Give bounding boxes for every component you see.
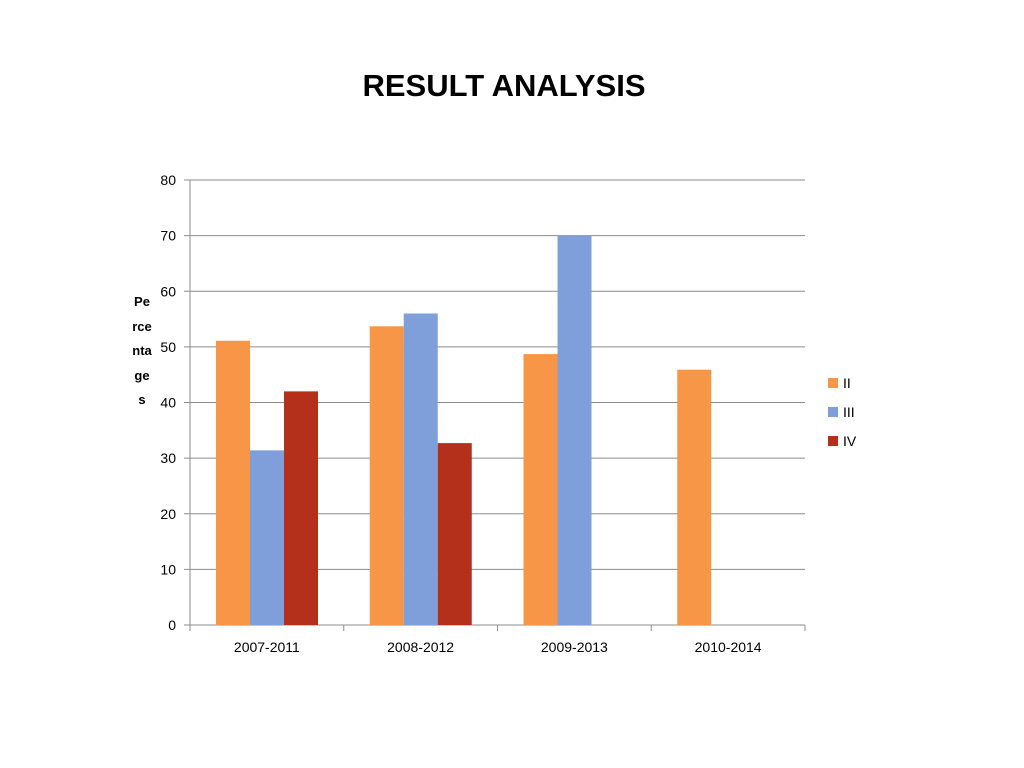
- y-tick-label: 60: [160, 283, 176, 299]
- bar-iii-2007-2011: [250, 450, 284, 625]
- y-axis-label: Percentages: [132, 294, 152, 407]
- y-tick-label: 50: [160, 339, 176, 355]
- legend-label-iv: IV: [843, 433, 857, 449]
- x-tick-label: 2010-2014: [695, 639, 762, 655]
- legend-label-iii: III: [843, 404, 855, 420]
- y-tick-label: 0: [168, 617, 176, 633]
- bar-iii-2009-2013: [557, 235, 592, 625]
- legend-label-ii: II: [843, 375, 851, 391]
- bar-ii-2009-2013: [523, 354, 558, 625]
- y-tick-label: 10: [160, 561, 176, 577]
- y-tick-label: 40: [160, 395, 176, 411]
- bar-iv-2007-2011: [284, 391, 318, 625]
- bar-ii-2007-2011: [216, 340, 250, 625]
- y-tick-label: 70: [160, 228, 176, 244]
- bar-ii-2010-2014: [677, 369, 712, 625]
- x-tick-label: 2008-2012: [387, 639, 454, 655]
- y-tick-label: 30: [160, 450, 176, 466]
- legend-swatch-ii: [828, 378, 838, 388]
- y-tick-label: 20: [160, 506, 176, 522]
- chart-title: RESULT ANALYSIS: [362, 68, 646, 103]
- y-tick-label: 80: [160, 172, 176, 188]
- bar-iv-2008-2012: [437, 443, 472, 625]
- bar-iii-2008-2012: [403, 313, 438, 625]
- x-tick-label: 2009-2013: [541, 639, 608, 655]
- bar-ii-2008-2012: [369, 326, 404, 625]
- legend-swatch-iv: [828, 436, 838, 446]
- legend-swatch-iii: [828, 407, 838, 417]
- x-tick-label: 2007-2011: [234, 639, 300, 655]
